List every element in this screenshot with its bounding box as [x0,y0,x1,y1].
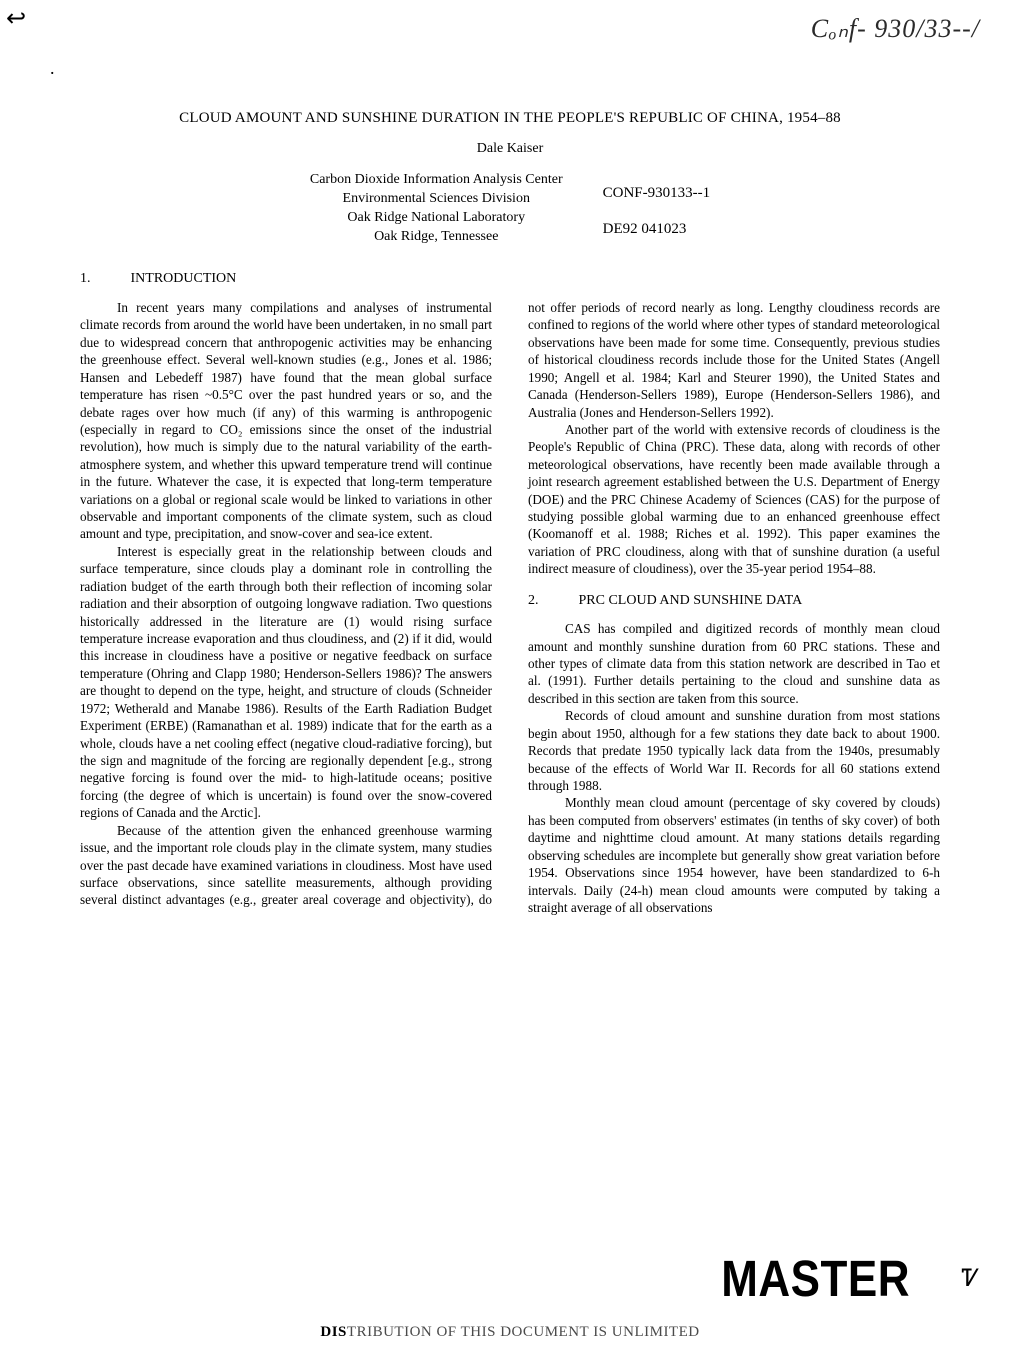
paragraph-5: CAS has compiled and digitized records o… [528,620,940,707]
annotation-dot: . [50,58,55,79]
section-1-num: 1. [80,271,91,287]
body-two-column: In recent years many compilations and an… [80,299,940,916]
section-1-head: 1. INTRODUCTION [80,271,940,287]
paragraph-6: Records of cloud amount and sunshine dur… [528,707,940,794]
conf-code: CONF-930133--1 [603,185,711,201]
paragraph-7: Monthly mean cloud amount (percentage of… [528,794,940,916]
author-name: Dale Kaiser [80,141,940,157]
affil-line3: Oak Ridge National Laboratory [347,210,525,225]
distribution-rest: TRIBUTION OF THIS DOCUMENT IS UNLIMITED [347,1324,700,1340]
affiliation: Carbon Dioxide Information Analysis Cent… [310,171,563,247]
de-code: DE92 041023 [603,221,687,237]
distribution-bold: DIS [320,1324,347,1340]
report-codes: CONF-930133--1 DE92 041023 [603,171,711,247]
affiliation-block: Carbon Dioxide Information Analysis Cent… [80,171,940,247]
swirl-mark: Ꮴ [962,1266,980,1293]
affil-line1: Carbon Dioxide Information Analysis Cent… [310,172,563,187]
section-2-num: 2. [528,592,539,610]
paragraph-2: Interest is especially great in the rela… [80,543,492,822]
paragraph-1: In recent years many compilations and an… [80,299,492,543]
paragraph-4: Another part of the world with extensive… [528,421,940,578]
annotation-tick: ↩ [6,4,26,33]
affil-line4: Oak Ridge, Tennessee [374,229,498,244]
master-stamp: MASTER [721,1251,910,1309]
affil-line2: Environmental Sciences Division [343,191,530,206]
section-1-title: INTRODUCTION [131,271,237,287]
distribution-statement: DISTRIBUTION OF THIS DOCUMENT IS UNLIMIT… [0,1324,1020,1341]
section-2-head: 2. PRC CLOUD AND SUNSHINE DATA [528,592,940,610]
paper-title: CLOUD AMOUNT AND SUNSHINE DURATION IN TH… [80,110,940,127]
handwritten-annotation: Cₒₙf- 930/33--/ [811,14,980,44]
section-2-title: PRC CLOUD AND SUNSHINE DATA [579,592,803,610]
